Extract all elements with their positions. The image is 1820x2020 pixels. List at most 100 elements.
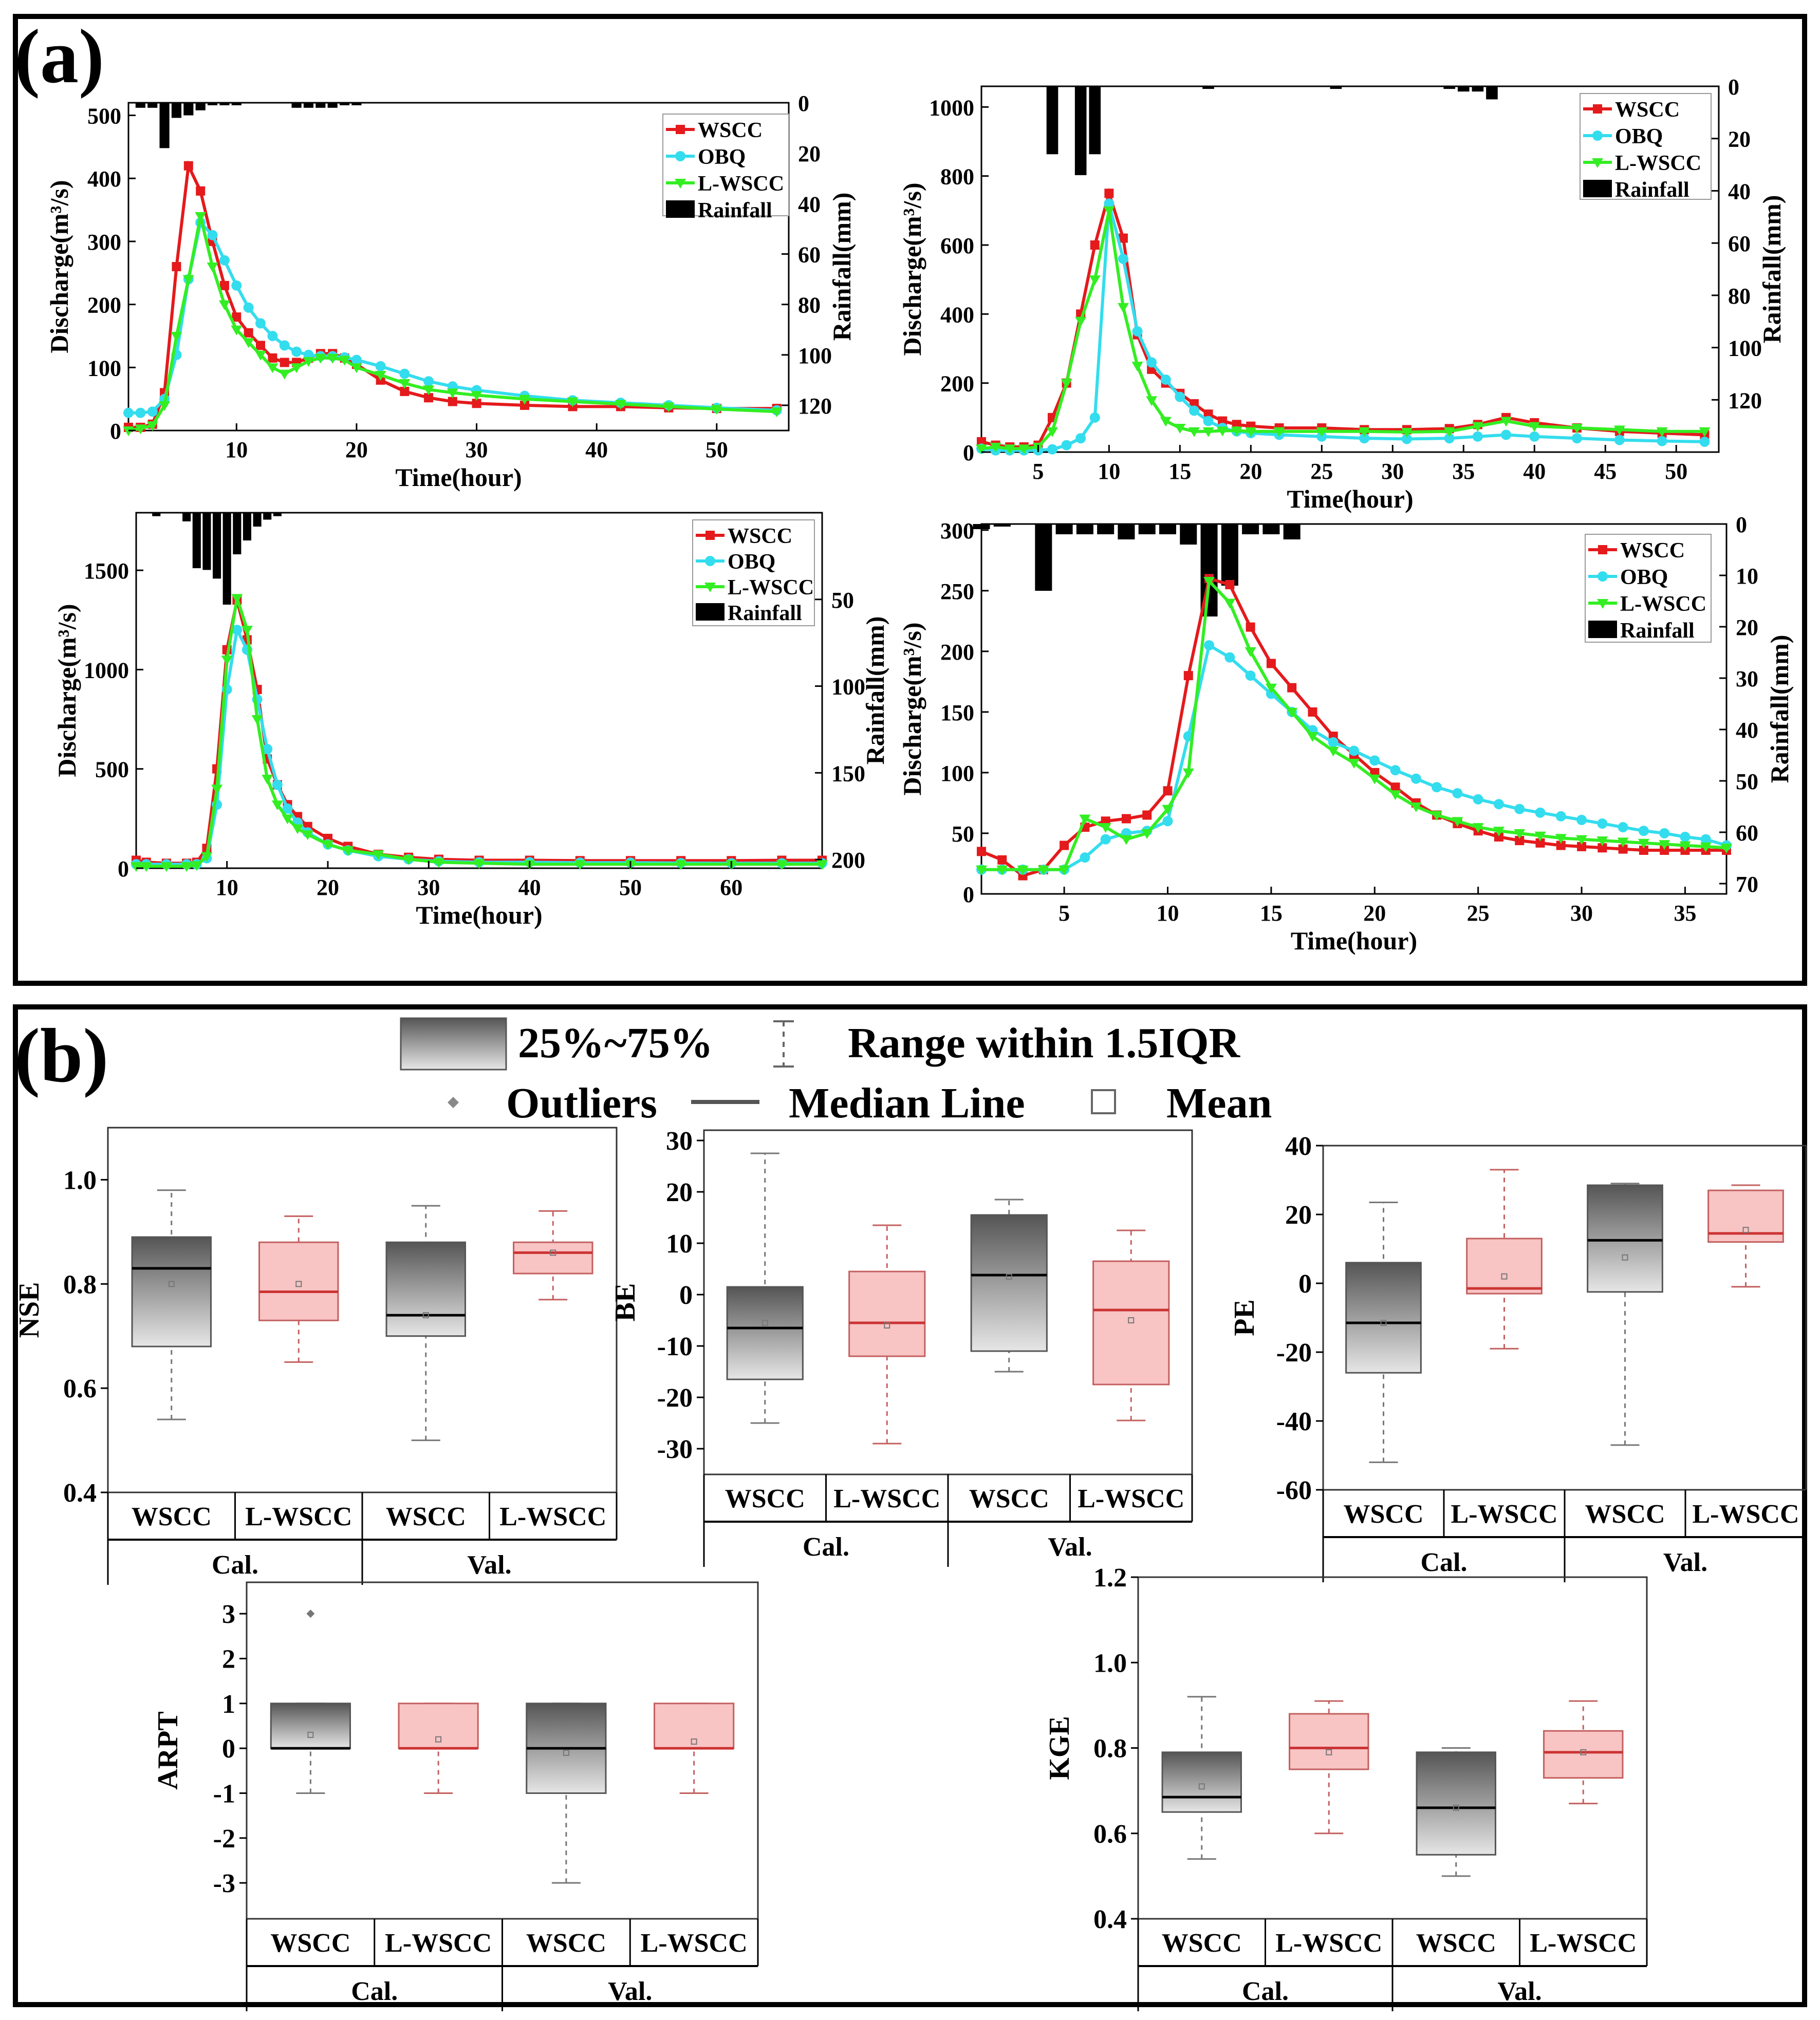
iqr-box: [1416, 1751, 1496, 1856]
x-tick-label: 50: [619, 875, 642, 900]
chart-a4: 0 50 100 150 200 250 300 0 10 20 30 40 50 60 70 5 10 15 20…: [898, 512, 1794, 955]
y-tick-label: 0.4: [1093, 1905, 1127, 1934]
x-tick-label: 35: [1674, 901, 1696, 926]
y-tick-label: -30: [657, 1435, 693, 1464]
lwscc-point: [1231, 426, 1242, 437]
y-tick-label: 150: [940, 700, 974, 725]
rainfall-bar: [152, 513, 161, 516]
lwscc-point: [231, 594, 243, 604]
y2-tick-label: 200: [831, 848, 865, 873]
obq-point: [1075, 433, 1086, 444]
rainfall-bar: [1180, 524, 1197, 545]
legend-box-swatch: [400, 1017, 507, 1071]
lwscc-point: [171, 331, 182, 342]
y-tick-label: -10: [657, 1332, 693, 1361]
obq-point: [1680, 832, 1691, 843]
rainfall-bar: [1242, 524, 1259, 534]
obq-point: [1555, 811, 1566, 821]
y2-tick-label: 40: [1736, 718, 1758, 743]
obq-point: [1401, 434, 1412, 444]
obq-point: [219, 255, 230, 266]
lwscc-point: [146, 421, 158, 432]
legend-whisker-icon: [773, 1020, 794, 1068]
lwscc-point: [1452, 817, 1463, 827]
lwscc-point: [1037, 865, 1049, 875]
category-label: WSCC: [1585, 1500, 1665, 1529]
category-label: L-WSCC: [641, 1929, 748, 1958]
lwscc-point: [1576, 835, 1588, 845]
lwscc-point: [1146, 396, 1158, 406]
legend-rainfall-swatch: [1588, 621, 1617, 638]
wscc-point: [280, 358, 289, 367]
obq-point: [262, 744, 273, 755]
y-tick-label: 1.0: [63, 1166, 97, 1195]
lwscc-point: [1659, 840, 1670, 850]
y2-tick-label: 60: [1736, 820, 1758, 846]
wscc-point: [520, 400, 529, 410]
lwscc-point: [231, 325, 243, 335]
wscc-point: [1660, 846, 1669, 855]
lwscc-point: [816, 860, 828, 870]
rainfall-bar: [1283, 524, 1301, 539]
rainfall-bar: [263, 513, 272, 520]
lwscc-point: [1389, 790, 1401, 800]
lwscc-point: [1103, 206, 1115, 216]
x-tick-label: 50: [1665, 459, 1687, 484]
lwscc-point: [1224, 598, 1236, 609]
category-label: L-WSCC: [1692, 1500, 1799, 1529]
mean-marker: [550, 1249, 556, 1256]
mean-marker: [307, 1731, 314, 1738]
lwscc-point: [303, 357, 314, 367]
obq-point: [375, 361, 386, 371]
period-label: Cal.: [212, 1550, 258, 1580]
lwscc-point: [1555, 834, 1567, 844]
category-label: L-WSCC: [1275, 1929, 1382, 1958]
lwscc-point: [1046, 427, 1058, 437]
obq-point: [1245, 670, 1256, 681]
x-tick-label: 20: [345, 437, 368, 462]
legend-entry: L-WSCC: [1615, 152, 1701, 175]
wscc-point: [244, 328, 253, 338]
obq-point: [1501, 429, 1512, 440]
lwscc-point: [375, 371, 386, 381]
lwscc-point: [990, 442, 1001, 453]
x-tick-label: 40: [1523, 459, 1546, 484]
lwscc-point: [241, 626, 253, 636]
mean-marker: [1453, 1804, 1459, 1811]
iqr-box: [970, 1214, 1048, 1352]
obq-point: [1699, 436, 1710, 447]
legend-entry: Rainfall: [698, 199, 772, 222]
legend-entry: WSCC: [698, 119, 763, 142]
obq-point: [1328, 737, 1339, 747]
obq-point: [1162, 816, 1173, 827]
mean-marker: [1380, 1320, 1387, 1326]
legend-outlier-label: Outliers: [506, 1079, 657, 1127]
y-tick-label: 0: [1298, 1269, 1312, 1299]
rainfall-bar: [159, 103, 170, 148]
obq-point: [1089, 412, 1100, 423]
lwscc-point: [675, 179, 686, 189]
lwscc-point: [1307, 732, 1318, 742]
y-axis-label: Discharge(m³/s): [52, 604, 81, 777]
legend-box-label: 25%~75%: [518, 1019, 713, 1067]
lwscc-point: [1004, 444, 1016, 455]
legend-median-label: Median Line: [789, 1079, 1025, 1127]
obq-point: [1203, 416, 1214, 426]
x-tick-label: 20: [1363, 901, 1386, 926]
y-tick-label: 30: [666, 1127, 693, 1156]
lwscc-point: [181, 862, 193, 872]
rainfall-bar: [1046, 86, 1058, 155]
series-line-obq: [981, 203, 1705, 452]
y-axis-label: Discharge(m³/s): [45, 180, 73, 353]
lwscc-point: [574, 860, 586, 870]
y2-axis-label: Rainfall(mm): [1757, 195, 1786, 344]
y-tick-label: 1: [222, 1690, 235, 1719]
lwscc-point: [1443, 427, 1455, 437]
y-tick-label: 20: [1285, 1201, 1312, 1230]
y-tick-label: -1: [213, 1779, 235, 1808]
y-tick-label: 250: [940, 579, 974, 604]
legend-entry: OBQ: [728, 550, 775, 574]
wscc-point: [1218, 416, 1228, 426]
rainfall-bar: [327, 103, 338, 108]
category-label: WSCC: [132, 1502, 212, 1531]
